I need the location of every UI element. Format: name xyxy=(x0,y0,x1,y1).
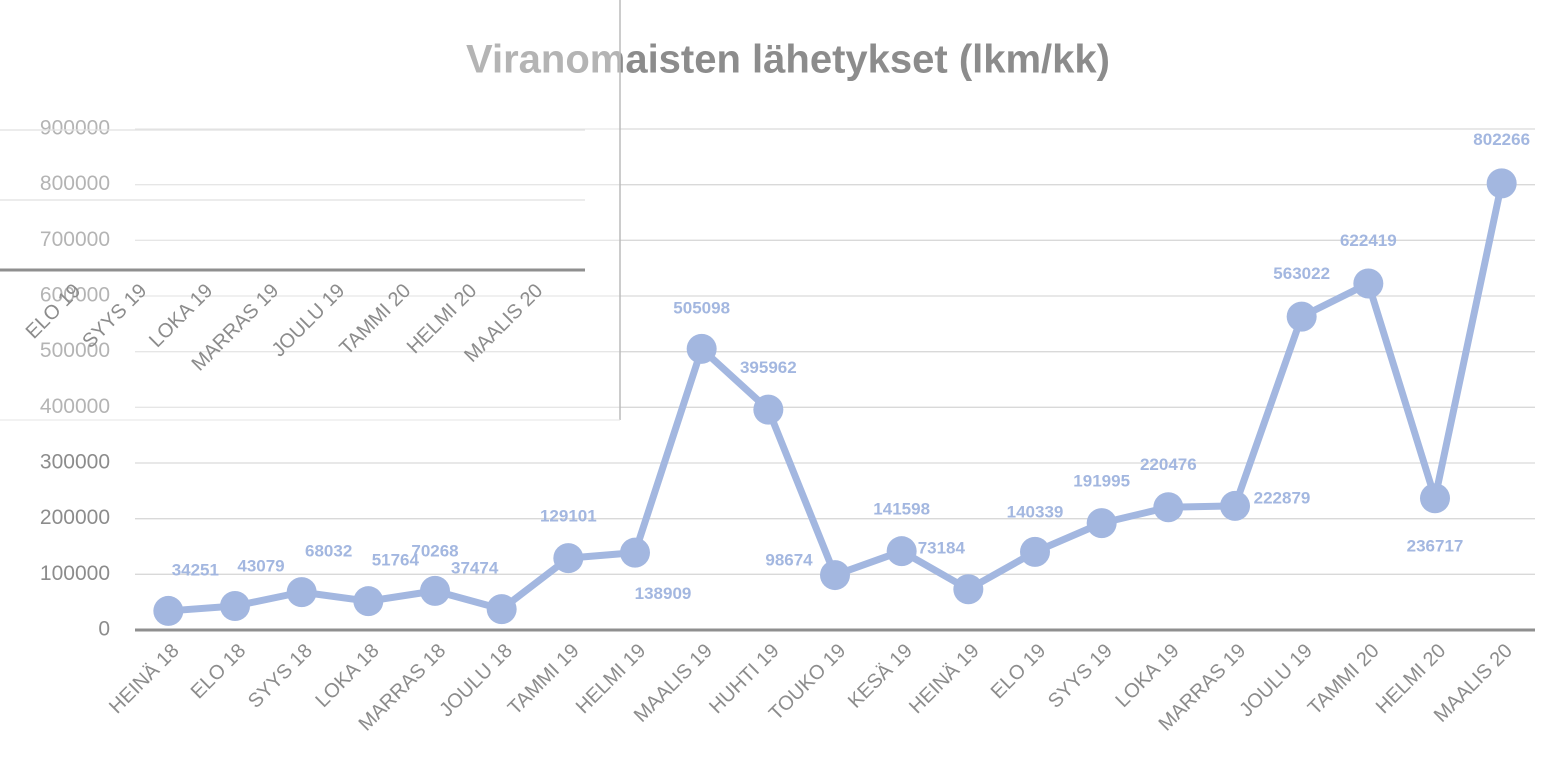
data-point xyxy=(1286,301,1317,332)
data-point xyxy=(1353,268,1384,299)
data-label: 43079 xyxy=(237,557,284,576)
data-label: 191995 xyxy=(1073,472,1130,491)
data-point xyxy=(486,594,517,625)
data-label: 395962 xyxy=(740,358,797,377)
data-point xyxy=(686,333,717,364)
data-point xyxy=(620,537,650,568)
data-label: 34251 xyxy=(172,560,219,579)
y-tick-label: 500000 xyxy=(40,339,110,362)
data-point xyxy=(886,536,917,567)
data-label: 70268 xyxy=(411,541,458,560)
y-tick-label: 400000 xyxy=(40,395,110,418)
data-point xyxy=(353,586,384,617)
data-point xyxy=(420,575,450,606)
data-label: 68032 xyxy=(305,542,352,561)
y-tick-label: 800000 xyxy=(40,172,110,195)
chart-title: Viranomaisten lähetykset (lkm/kk) xyxy=(466,38,1110,82)
y-tick-label: 900000 xyxy=(40,117,110,140)
data-label: 73184 xyxy=(918,539,966,558)
y-tick-label: 700000 xyxy=(40,228,110,251)
data-label: 51764 xyxy=(372,551,420,570)
data-label: 222879 xyxy=(1254,488,1311,507)
data-point xyxy=(220,591,250,622)
y-tick-label: 600000 xyxy=(40,284,110,307)
data-label: 802266 xyxy=(1473,130,1530,149)
data-label: 138909 xyxy=(635,584,692,603)
data-point xyxy=(953,574,984,605)
data-label: 220476 xyxy=(1140,455,1197,474)
data-point xyxy=(1220,490,1250,521)
y-tick-label: 0 xyxy=(98,618,110,641)
data-label: 622419 xyxy=(1340,231,1397,250)
data-label: 140339 xyxy=(1007,502,1064,521)
data-label: 563022 xyxy=(1273,264,1330,283)
data-label: 98674 xyxy=(765,551,813,570)
data-point xyxy=(1486,168,1517,199)
y-tick-label: 200000 xyxy=(40,506,110,529)
data-point xyxy=(820,560,850,591)
data-point xyxy=(1020,536,1050,567)
data-label: 141598 xyxy=(873,500,930,519)
data-point xyxy=(1086,508,1117,539)
data-point xyxy=(1153,492,1184,523)
data-point xyxy=(286,577,317,608)
data-point xyxy=(153,595,184,626)
data-point xyxy=(753,394,784,425)
data-label: 236717 xyxy=(1407,537,1464,556)
y-tick-label: 100000 xyxy=(40,562,110,585)
overlay-background xyxy=(0,0,620,420)
data-point xyxy=(1420,483,1450,514)
y-tick-label: 300000 xyxy=(40,451,110,474)
data-label: 505098 xyxy=(673,298,730,317)
data-label: 129101 xyxy=(540,507,597,526)
data-label: 37474 xyxy=(451,559,499,578)
data-point xyxy=(553,543,584,574)
